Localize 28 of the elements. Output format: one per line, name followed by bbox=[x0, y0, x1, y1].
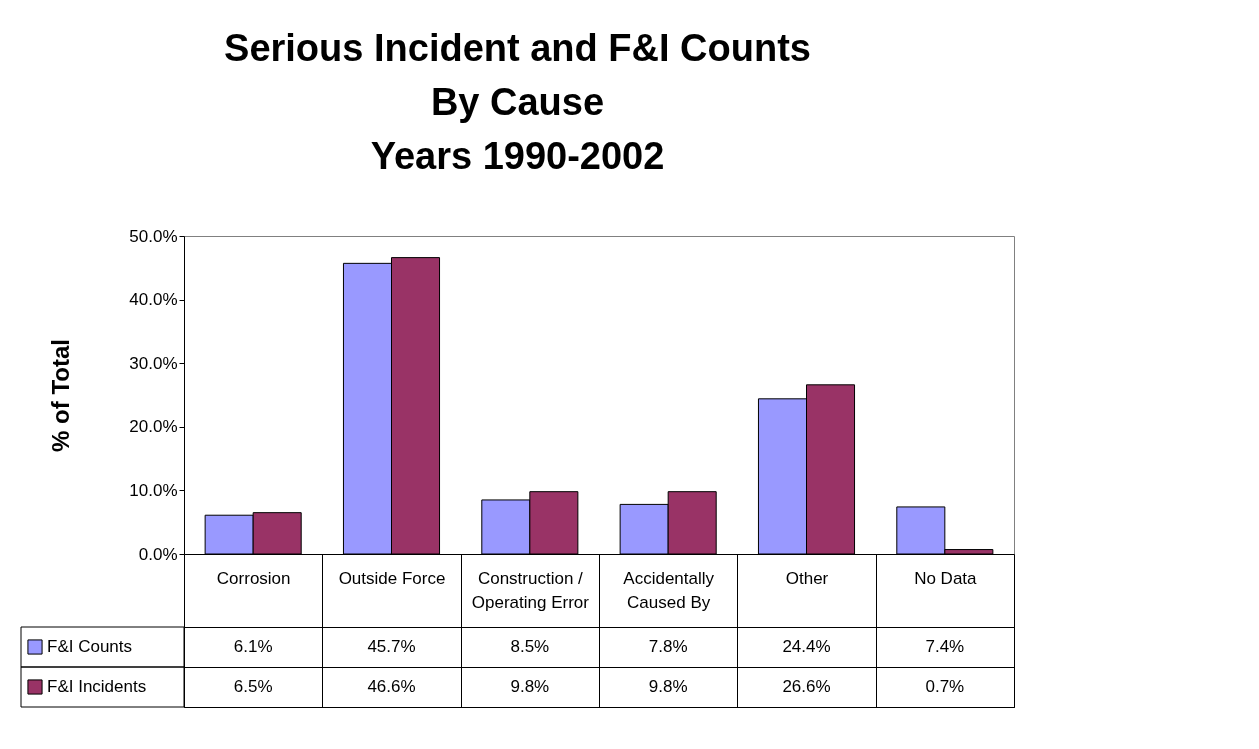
data-label: 0.7% bbox=[925, 677, 965, 696]
x-tick-label: Corrosion bbox=[216, 569, 291, 588]
data-label: 26.6% bbox=[782, 677, 831, 696]
data-label: 7.8% bbox=[648, 637, 688, 656]
chart-title: Serious Incident and F&I Counts By Cause Years 1990-2002 bbox=[224, 26, 811, 177]
data-label: 45.7% bbox=[367, 637, 416, 656]
data-label: 46.6% bbox=[367, 677, 416, 696]
x-tick-label: Construction / Operating Error bbox=[471, 569, 590, 612]
y-tick-label: 30.0% bbox=[129, 353, 178, 373]
data-label: 9.8% bbox=[648, 677, 688, 696]
x-tick-label: Outside Force bbox=[338, 569, 446, 588]
y-axis-title: % of Total bbox=[47, 339, 75, 452]
data-label: 24.4% bbox=[782, 637, 831, 656]
x-tick-label: Other bbox=[785, 569, 829, 588]
x-tick-label: Accidentally Caused By bbox=[623, 569, 715, 612]
legend-label: F&I Counts bbox=[47, 637, 133, 656]
data-label: 8.5% bbox=[510, 637, 550, 656]
y-tick-label: 20.0% bbox=[129, 417, 178, 437]
y-tick-label: 0.0% bbox=[138, 544, 178, 564]
data-label: 9.8% bbox=[510, 677, 550, 696]
data-label: 6.5% bbox=[233, 677, 273, 696]
x-tick-label: No Data bbox=[914, 569, 978, 588]
data-label: 7.4% bbox=[925, 637, 965, 656]
y-tick-label: 10.0% bbox=[129, 480, 178, 500]
data-label: 6.1% bbox=[233, 637, 273, 656]
legend-label: F&I Incidents bbox=[47, 677, 147, 696]
y-tick-label: 50.0% bbox=[129, 226, 178, 246]
y-tick-label: 40.0% bbox=[129, 290, 178, 310]
